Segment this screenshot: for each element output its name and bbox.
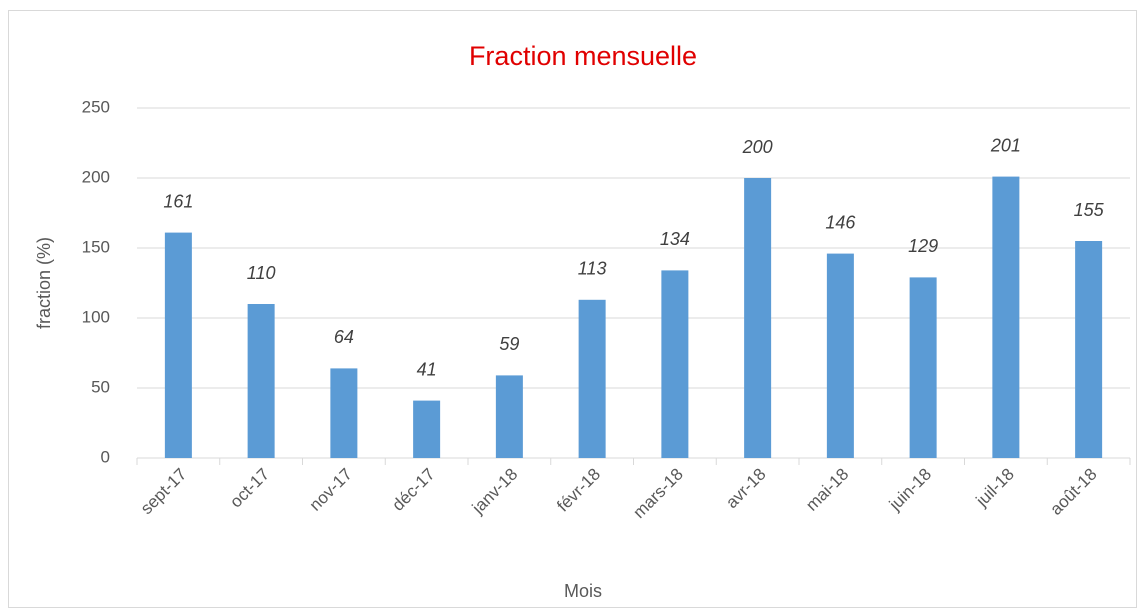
data-label: 146: [825, 212, 856, 232]
bar: [744, 178, 772, 458]
y-axis-label: fraction (%): [34, 237, 54, 329]
bar: [826, 253, 854, 458]
bar: [1075, 241, 1103, 458]
chart-border: [8, 10, 1137, 608]
y-tick-label: 50: [91, 377, 110, 396]
bar: [247, 304, 275, 458]
data-label: 134: [660, 229, 690, 249]
data-label: 201: [990, 135, 1021, 155]
bar: [495, 375, 523, 458]
bar: [661, 270, 689, 458]
data-label: 59: [499, 334, 519, 354]
bar: [909, 277, 937, 458]
y-tick-label: 250: [82, 97, 110, 116]
data-label: 64: [334, 327, 354, 347]
data-label: 110: [247, 263, 276, 283]
x-axis-label: Mois: [564, 581, 602, 601]
data-label: 41: [417, 359, 437, 379]
data-label: 200: [742, 137, 773, 157]
bar: [992, 176, 1020, 458]
bar: [164, 232, 192, 458]
y-tick-label: 100: [82, 307, 110, 326]
data-label: 161: [163, 191, 193, 211]
data-label: 155: [1074, 200, 1105, 220]
y-tick-label: 200: [82, 167, 110, 186]
bar: [413, 400, 441, 458]
bar: [330, 368, 358, 458]
data-label: 113: [578, 259, 607, 279]
data-label: 129: [908, 236, 938, 256]
chart-title: Fraction mensuelle: [469, 41, 697, 71]
bar: [578, 299, 606, 458]
y-tick-label: 0: [101, 447, 110, 466]
y-tick-label: 150: [82, 237, 110, 256]
